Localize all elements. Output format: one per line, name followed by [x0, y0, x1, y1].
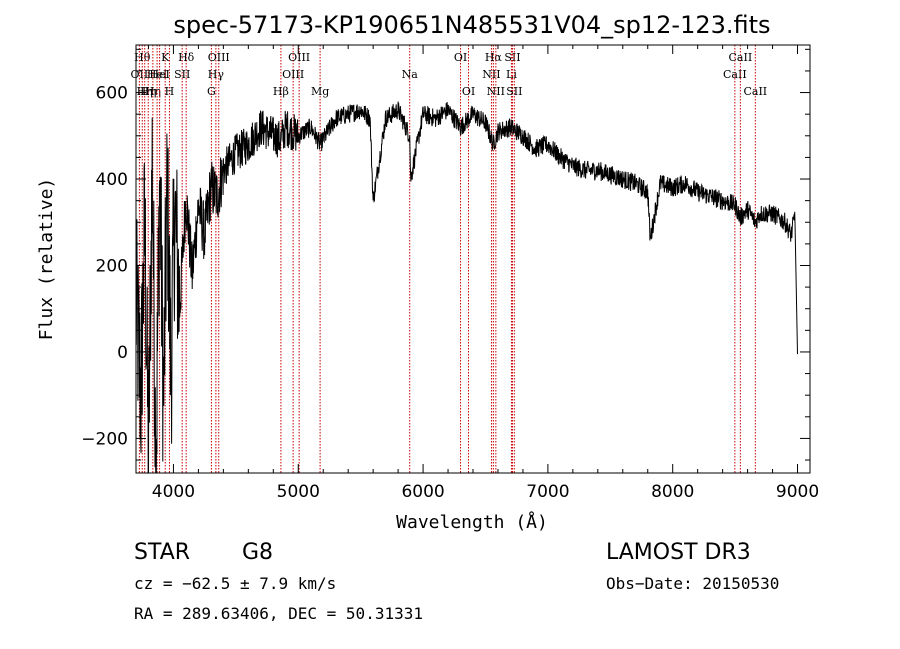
chart-title: spec-57173-KP190651N485531V04_sp12-123.f… [173, 11, 770, 39]
coordinates: RA = 289.63406, DEC = 50.31331 [134, 604, 423, 623]
marker-label: Li [506, 68, 517, 81]
x-axis-ticks: 4000 5000 6000 7000 8000 9000 [147, 45, 819, 502]
marker-label: OIII [282, 68, 304, 81]
marker-label: SII [506, 85, 522, 98]
y-axis-label: Flux (relative) [36, 178, 57, 341]
marker-label: OI [454, 51, 467, 64]
marker-label: NII [487, 85, 505, 98]
marker-label: Na [402, 68, 419, 81]
marker-label: OIII [288, 51, 310, 64]
x-tick-label: 8000 [651, 482, 694, 502]
marker-label: Hη [145, 85, 161, 98]
marker-label: Hη [140, 85, 156, 98]
redshift-velocity: cz = −62.5 ± 7.9 km/s [134, 574, 337, 593]
x-tick-label: 5000 [277, 482, 320, 502]
y-tick-label: 200 [96, 256, 128, 276]
marker-label: Hγ [208, 68, 225, 81]
marker-label: Hβ [273, 85, 289, 98]
y-tick-label: 400 [96, 170, 128, 190]
x-tick-label: 6000 [401, 482, 444, 502]
x-tick-label: 7000 [526, 482, 569, 502]
survey-name: LAMOST DR3 [606, 540, 751, 565]
spectral-line-markers: OIIHθHηHηHηHeIHeIKHSIIHδGHγOIIIHβOIIIOII… [131, 45, 767, 473]
marker-label: K [161, 51, 170, 64]
object-class: STAR [134, 540, 191, 565]
x-axis-label: Wavelength (Å) [396, 511, 548, 533]
marker-label: HeI [149, 68, 169, 81]
x-tick-label: 9000 [776, 482, 819, 502]
spectrum-chart: spec-57173-KP190651N485531V04_sp12-123.f… [36, 11, 819, 533]
marker-label: OI [462, 85, 475, 98]
marker-label: Mg [311, 85, 329, 98]
y-tick-label: −200 [81, 429, 128, 449]
marker-label: Hη [137, 85, 153, 98]
y-tick-label: 0 [117, 343, 128, 363]
marker-label: CaII [743, 85, 767, 98]
y-tick-label: 600 [96, 84, 128, 104]
object-subclass: G8 [242, 540, 274, 565]
marker-label: CaII [729, 51, 753, 64]
y-axis-ticks: −200 0 200 400 600 [81, 48, 810, 461]
marker-label: NII [482, 68, 500, 81]
marker-label: OIII [208, 51, 230, 64]
marker-label: G [207, 85, 216, 98]
x-tick-label: 4000 [152, 482, 195, 502]
marker-label: SII [504, 51, 520, 64]
marker-label: Hθ [134, 51, 151, 64]
marker-label: Hα [485, 51, 503, 64]
marker-label: H [165, 85, 175, 98]
marker-label: CaII [723, 68, 747, 81]
flux-series-line [135, 101, 798, 474]
marker-label: Hδ [178, 51, 195, 64]
marker-label: OII [131, 68, 149, 81]
marker-label: SII [174, 68, 190, 81]
plot-frame [135, 44, 811, 474]
observation-date: Obs−Date: 20150530 [606, 574, 780, 593]
marker-label: HeI [147, 68, 167, 81]
